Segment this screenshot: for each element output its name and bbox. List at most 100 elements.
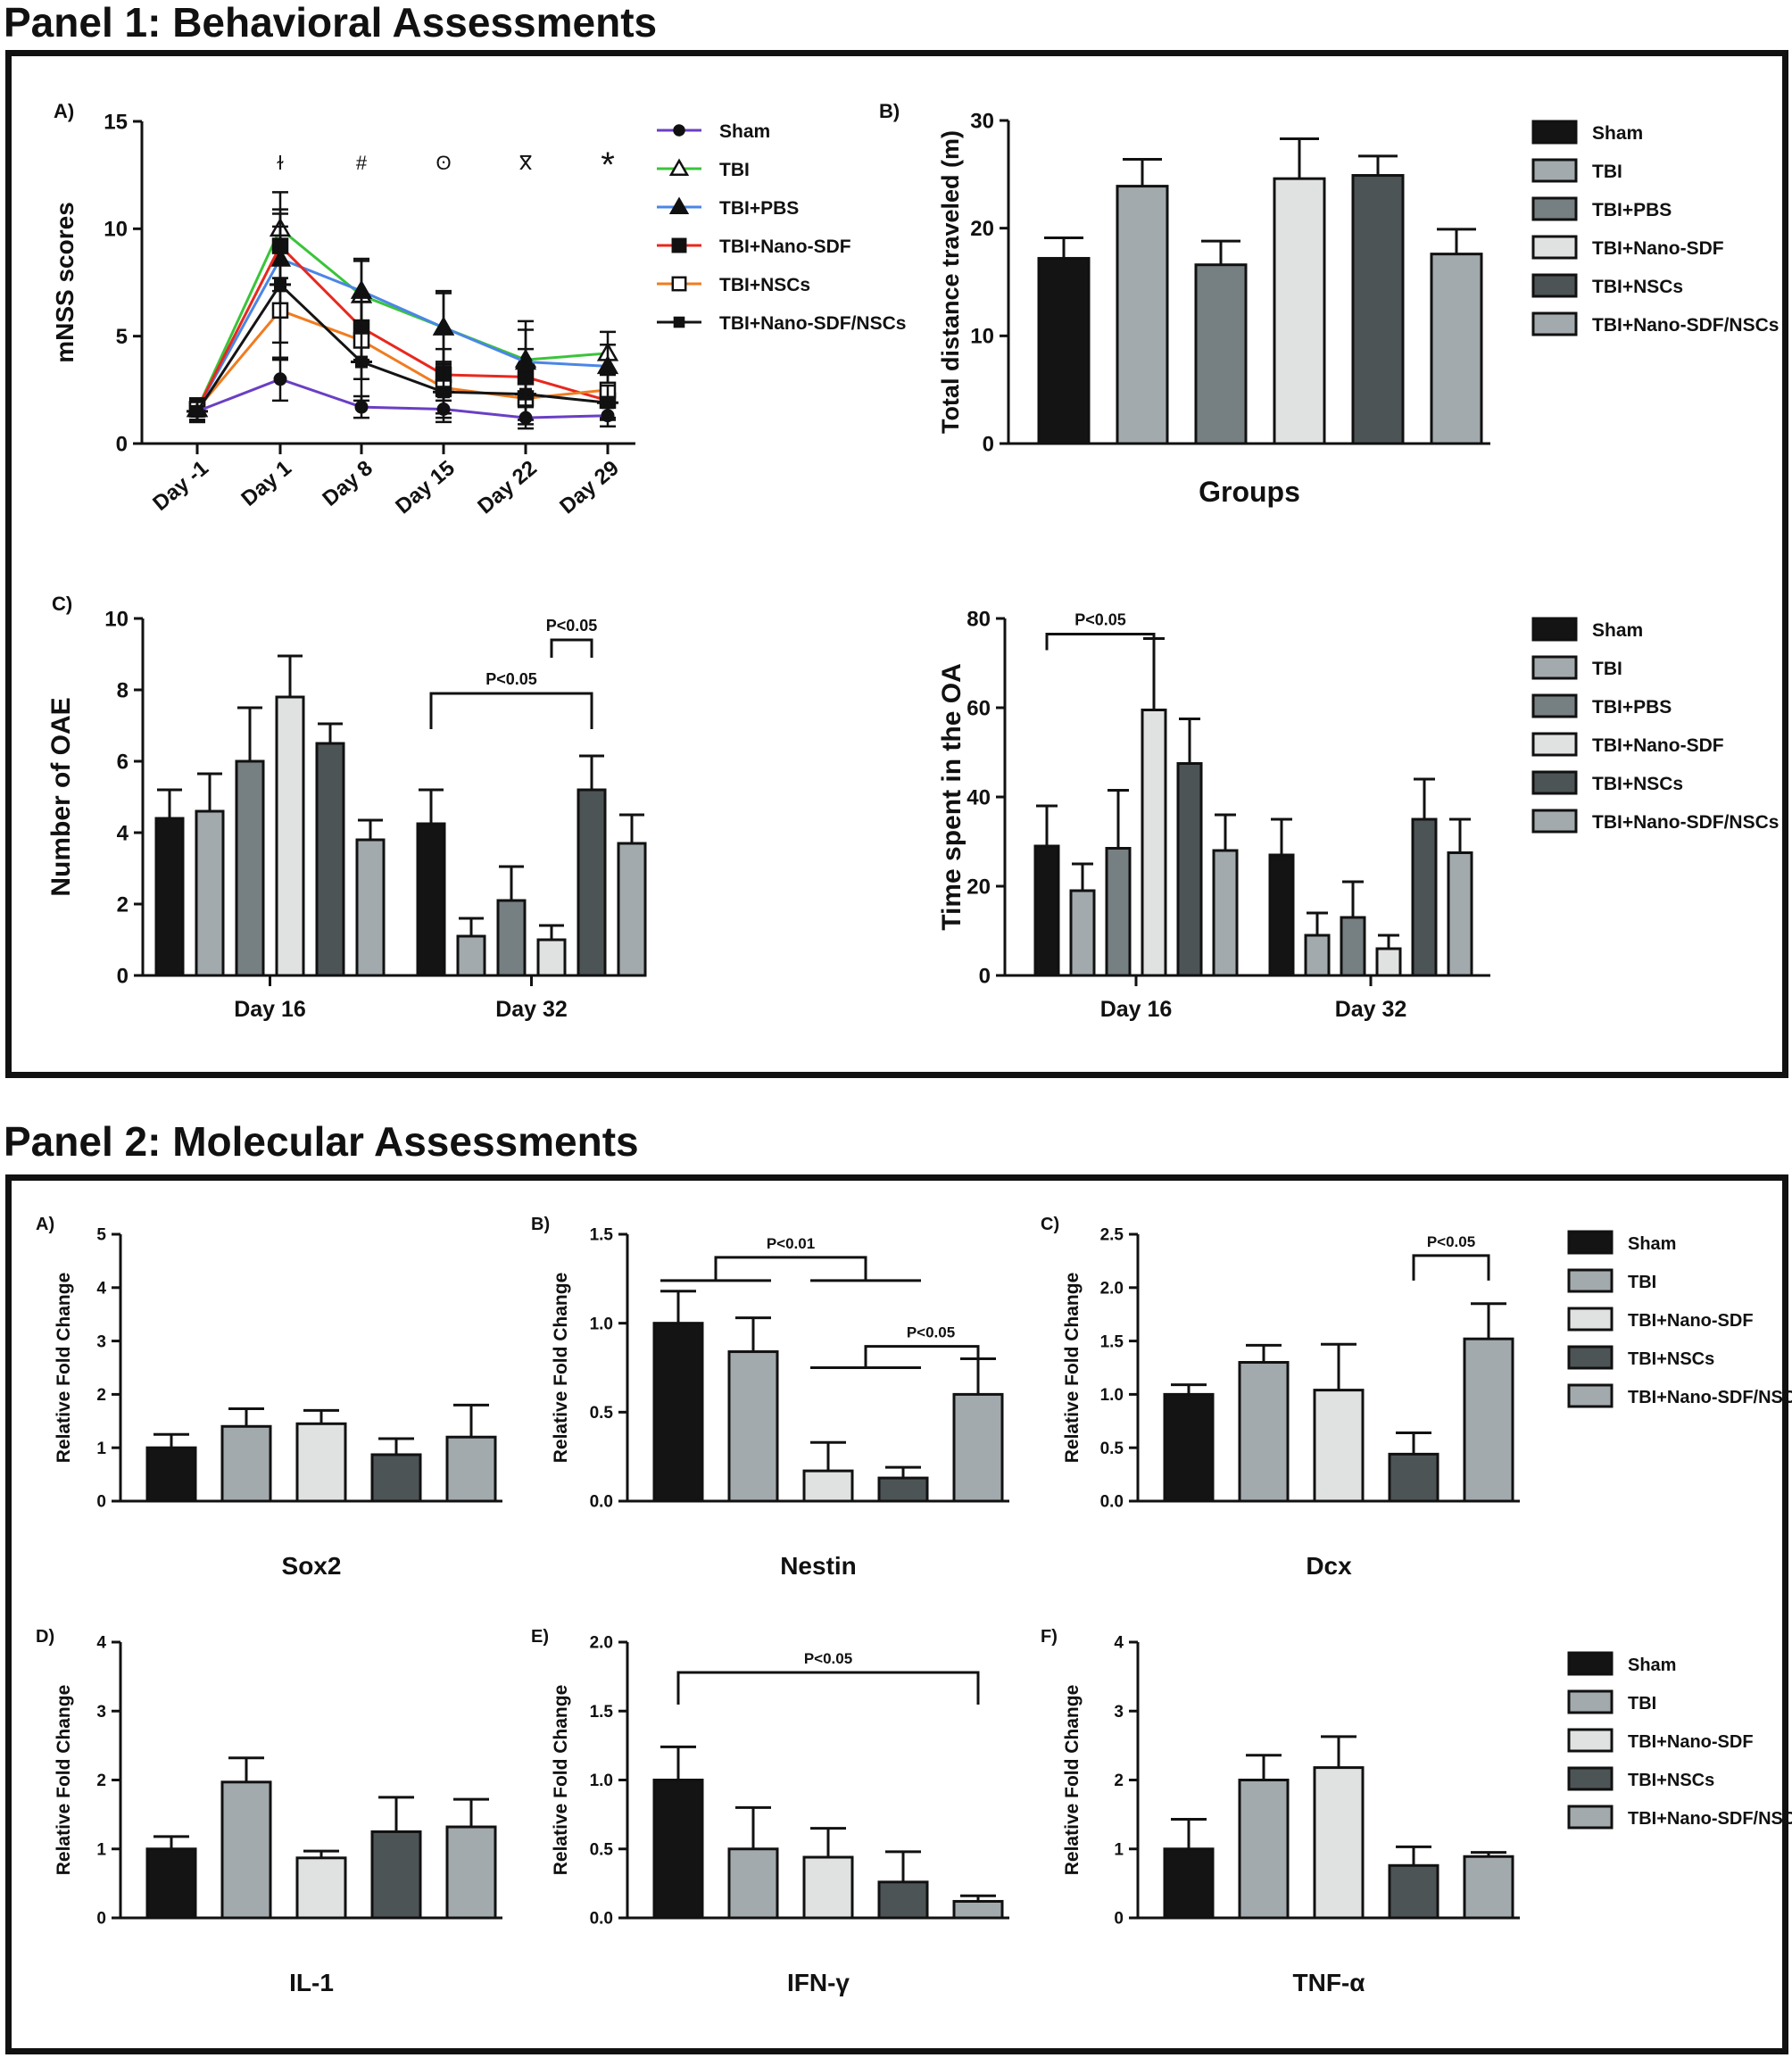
p1D-legend-label: TBI+Nano-SDF/NSCs	[1592, 812, 1779, 833]
p2D-bar	[295, 1856, 347, 1920]
p2E-bar	[802, 1855, 854, 1920]
p2F-legend-label: TBI+NSCs	[1628, 1771, 1714, 1790]
p2C-panel-label: C)	[1041, 1215, 1059, 1234]
p2E-ytick-label: 1.0	[590, 1772, 613, 1790]
p2E-bar	[727, 1847, 779, 1920]
panel2-title: Panel 2: Molecular Assessments	[4, 1118, 639, 1165]
p2F-bar	[1238, 1779, 1290, 1920]
p1D-bar	[1105, 847, 1132, 977]
p1A-legend-label: Sham	[719, 121, 770, 142]
p1C-ytick-label: 10	[104, 607, 129, 631]
p1B-xlabel: Groups	[1199, 476, 1300, 508]
p1A-point	[519, 411, 533, 425]
p2E-ytick-label: 2.0	[590, 1634, 613, 1653]
p2C-legend-swatch	[1567, 1230, 1614, 1255]
p1C-bar	[416, 822, 446, 977]
p1B-legend-label: TBI	[1592, 162, 1622, 182]
p2F-legend-swatch	[1567, 1651, 1614, 1676]
p1B-bar	[1273, 177, 1326, 445]
p1C-xtick-label: Day 16	[234, 997, 306, 1022]
p2C-bar	[1388, 1452, 1439, 1503]
panel1-title: Panel 1: Behavioral Assessments	[4, 0, 658, 46]
p1C-bar	[456, 934, 486, 977]
p2C-significance-bracket-label: P<0.05	[1427, 1233, 1475, 1250]
p2B-ylabel: Relative Fold Change	[551, 1273, 571, 1464]
p2F-legend-swatch	[1567, 1728, 1614, 1753]
p2F-legend-swatch	[1567, 1689, 1614, 1714]
p2E-significance-bracket-label: P<0.05	[804, 1650, 852, 1667]
p1B-legend-swatch	[1531, 196, 1578, 221]
p1A-series-line	[195, 226, 609, 411]
p2B-significance-brace	[660, 1256, 921, 1282]
p1A-point	[273, 372, 287, 386]
p1B-legend-swatch	[1531, 311, 1578, 336]
p1A-ytick-label: 0	[116, 432, 128, 456]
p2F-ytick-label: 2	[1114, 1772, 1124, 1790]
p2E-bar	[877, 1880, 929, 1920]
p2C-legend-swatch	[1567, 1383, 1614, 1408]
p2C-significance-bracket	[1412, 1254, 1490, 1281]
p2C-legend-swatch	[1567, 1345, 1614, 1370]
p1D-bar	[1375, 947, 1402, 977]
p1A-legend-label: TBI+Nano-SDF/NSCs	[719, 313, 906, 334]
p1D-bar	[1447, 851, 1473, 977]
p1B-legend-swatch	[1531, 158, 1578, 183]
p1A-point	[354, 400, 369, 414]
p2A-bar	[295, 1422, 347, 1503]
p2C-bar	[1238, 1361, 1290, 1503]
p1D-bar	[1340, 916, 1366, 977]
p2C-ytick-label: 2.0	[1100, 1279, 1124, 1298]
p2C-legend-label: TBI+Nano-SDF	[1628, 1311, 1754, 1331]
p2A-bar	[220, 1424, 272, 1503]
p1A-xtick-label: Day 22	[473, 456, 542, 519]
p1A-legend-label: TBI+NSCs	[719, 275, 810, 295]
p2B-bar	[652, 1322, 704, 1503]
p2A-bar	[445, 1435, 497, 1503]
p1B-bar	[1116, 185, 1169, 445]
p2C-legend-label: TBI+Nano-SDF/NSCs	[1628, 1388, 1792, 1407]
p2A-ytick-label: 3	[96, 1332, 106, 1351]
p2C-legend-label: TBI	[1628, 1273, 1656, 1292]
p1B-bar	[1430, 253, 1483, 445]
p2C-ytick-label: 1.5	[1100, 1332, 1124, 1351]
p1C-ytick-label: 0	[117, 964, 129, 988]
p1A-point	[436, 402, 451, 416]
p1B-legend-swatch	[1531, 273, 1578, 298]
p1C-bar	[275, 695, 305, 977]
p1A-xtick-label: Day -1	[148, 456, 213, 516]
p1A-significance-mark: #	[356, 152, 368, 174]
p1A-ytick-label: 15	[104, 110, 128, 134]
p2C-xlabel: Dcx	[1306, 1552, 1352, 1580]
p1D-legend-label: Sham	[1592, 620, 1643, 641]
p1C-bar	[617, 842, 647, 977]
p2F-legend-label: TBI+Nano-SDF/NSCs	[1628, 1809, 1792, 1829]
p2D-xlabel: IL-1	[289, 1969, 334, 1996]
p1B-bar	[1194, 263, 1248, 445]
p1C-bar	[355, 838, 386, 977]
p2C-legend-swatch	[1567, 1268, 1614, 1293]
p2B-ytick-label: 0.0	[590, 1493, 613, 1512]
p2F-legend-label: TBI	[1628, 1694, 1656, 1714]
p1C-bar	[496, 899, 527, 977]
p1D-bar	[1268, 853, 1295, 977]
p1A-point	[190, 404, 204, 419]
p1C-bar	[315, 742, 345, 977]
p2B-significance-bracket	[810, 1345, 980, 1375]
p2D-ylabel: Relative Fold Change	[54, 1685, 74, 1876]
p1D-legend-swatch	[1531, 770, 1578, 795]
p1D-bar	[1411, 817, 1438, 977]
p1A-xtick-label: Day 15	[391, 456, 460, 519]
p2F-ytick-label: 1	[1114, 1840, 1124, 1859]
p1D-xtick-label: Day 16	[1100, 997, 1173, 1022]
p1C-ytick-label: 4	[117, 821, 129, 845]
p1A-legend-label: TBI+PBS	[719, 198, 799, 219]
p1A-legend-label: TBI+Nano-SDF	[719, 237, 851, 257]
p1C-bar	[577, 788, 607, 977]
p2B-bar	[952, 1392, 1004, 1503]
p1A-legend-label: TBI	[719, 160, 750, 180]
p1A-series-line	[195, 257, 609, 411]
p2B-bar	[802, 1469, 854, 1503]
p2F-bar	[1388, 1863, 1439, 1920]
p1B-bar	[1351, 174, 1405, 445]
p1C-significance-bracket-label: P<0.05	[485, 670, 537, 688]
